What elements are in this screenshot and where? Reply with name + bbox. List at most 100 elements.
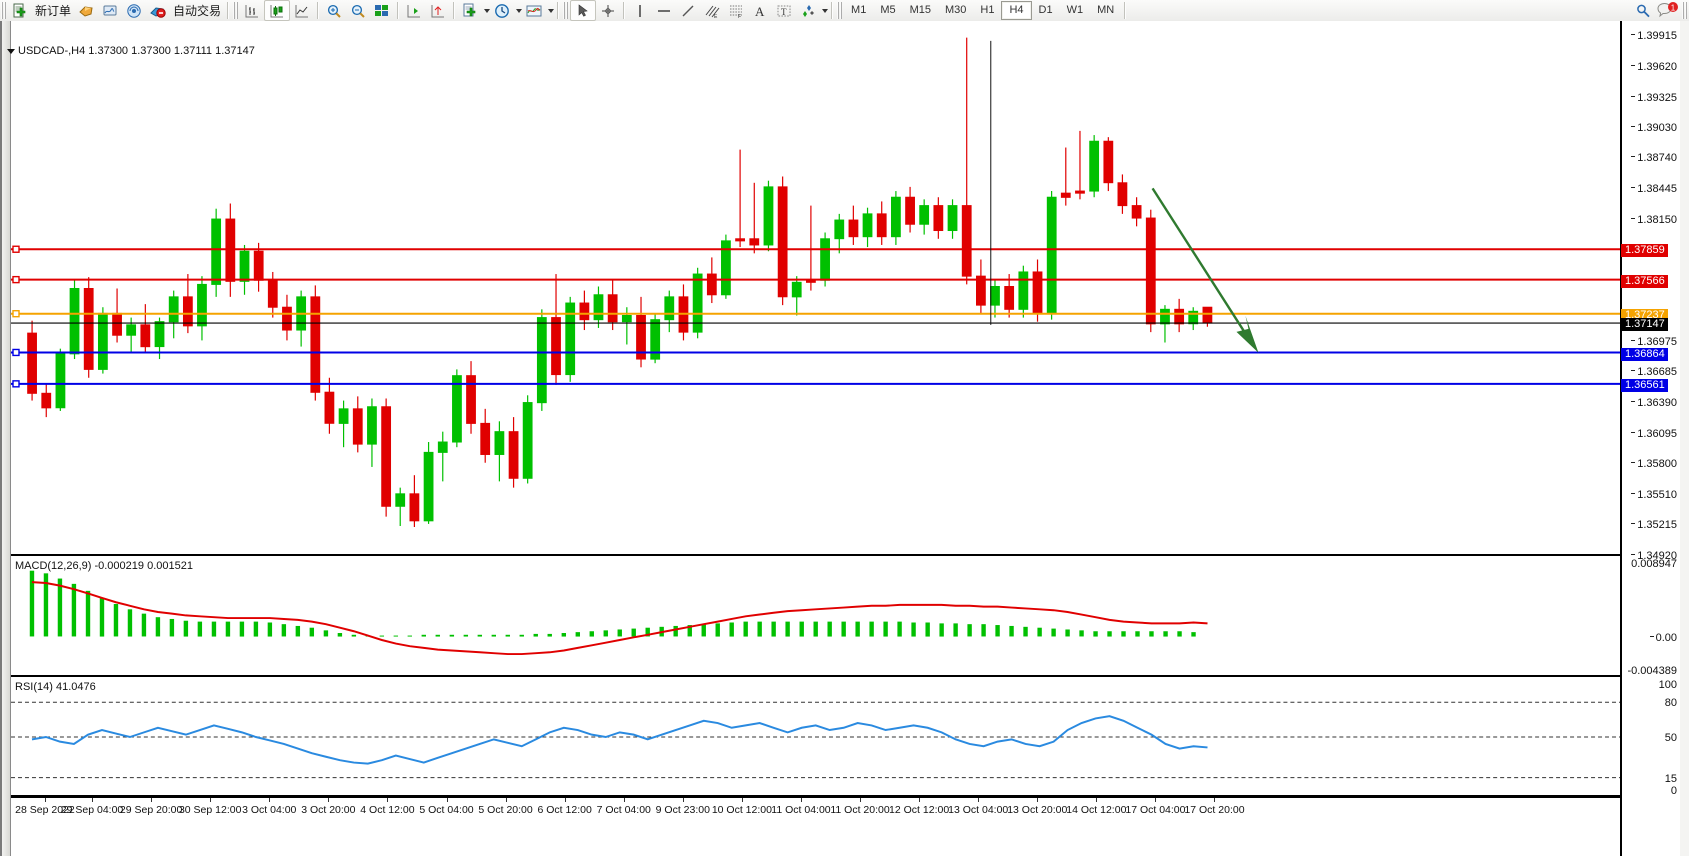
crosshair-icon[interactable] (596, 1, 620, 20)
macd-tick-max: 0.008947 (1631, 558, 1677, 570)
period-icon[interactable] (490, 1, 514, 20)
signals-icon[interactable] (122, 1, 146, 20)
line-chart-icon[interactable] (290, 1, 314, 20)
toolbar-separator-3 (397, 2, 400, 19)
new-order-icon[interactable] (8, 1, 32, 20)
price-tag-support-2[interactable]: 1.36561 (1621, 379, 1668, 393)
time-tick-label: 5 Oct 04:00 (419, 804, 474, 816)
time-tick-mark (623, 798, 625, 802)
chart-menu-triangle-icon[interactable] (7, 49, 15, 54)
time-tick-label: 11 Oct 04:00 (771, 804, 831, 816)
time-tick-mark (151, 798, 153, 802)
price-tick: 1.35215 (1631, 520, 1677, 531)
auto-trading-label[interactable]: 自动交易 (173, 4, 222, 18)
price-tick: 1.35510 (1631, 489, 1677, 500)
macd-pane[interactable]: MACD(12,26,9) -0.000219 0.001521 (11, 558, 1620, 677)
time-tick-label: 30 Sep 12:00 (178, 804, 242, 816)
timeframe-m30[interactable]: M30 (945, 4, 967, 16)
equidistant-channel-icon[interactable]: E (700, 1, 724, 20)
label-icon[interactable]: T (772, 1, 796, 20)
toolbar-grip[interactable] (1, 2, 6, 19)
price-tag-support-1[interactable]: 1.36864 (1621, 347, 1668, 361)
toolbar-grip-4[interactable] (837, 2, 843, 19)
chart-symbol-title: USDCAD-,H4 1.37300 1.37300 1.37111 1.371… (18, 45, 255, 57)
time-tick-label: 3 Oct 20:00 (301, 804, 356, 816)
price-tick: 1.39325 (1631, 92, 1677, 103)
timeframe-h1[interactable]: H1 (980, 4, 995, 16)
time-tick-mark (1096, 798, 1098, 802)
price-tag-resistance-1[interactable]: 1.37859 (1621, 244, 1668, 258)
rsi-tick-0: 0 (1670, 785, 1677, 797)
time-tick-label: 10 Oct 12:00 (711, 804, 772, 816)
template-icon[interactable] (458, 1, 482, 20)
time-tick-mark (682, 798, 684, 802)
zoom-out-icon[interactable] (346, 1, 370, 20)
rsi-line (31, 715, 1208, 765)
macd-signal-line (31, 581, 1208, 656)
indicators-chevron-down-icon[interactable] (548, 8, 555, 13)
time-tick-mark (800, 798, 802, 802)
cursor-icon[interactable] (570, 0, 597, 21)
macd-tick-zero: 0.00 (1649, 632, 1677, 643)
price-tick: 1.39620 (1631, 61, 1677, 72)
timeframe-mn[interactable]: MN (1097, 4, 1115, 16)
price-tick: 1.36975 (1631, 337, 1677, 348)
indicators-icon[interactable] (522, 1, 546, 20)
price-chart-svg (11, 37, 1620, 528)
shapes-icon[interactable] (796, 1, 820, 20)
horizontal-level-lines (11, 245, 1620, 388)
text-icon[interactable]: A (748, 1, 772, 20)
time-tick-label: 13 Oct 04:00 (948, 804, 1009, 816)
chart-window: USDCAD-,H4 1.37300 1.37300 1.37111 1.371… (0, 21, 1689, 857)
time-tick-mark (978, 798, 980, 802)
expert-advisor-icon[interactable] (74, 1, 98, 20)
time-axis[interactable]: 28 Sep 2022 29 Sep 04:00 29 Sep 20:00 30 Se… (11, 797, 1620, 857)
price-tag-resistance-2[interactable]: 1.37566 (1621, 274, 1668, 288)
candlestick-chart-icon[interactable] (264, 0, 291, 21)
price-tick: 1.39030 (1631, 123, 1677, 134)
period-chevron-down-icon[interactable] (516, 8, 523, 13)
time-tick-mark (92, 798, 94, 802)
vertical-line-icon[interactable] (628, 1, 652, 20)
search-icon[interactable] (1631, 1, 1655, 20)
terminal-icon[interactable] (98, 1, 122, 20)
price-axis[interactable]: 1.39915 1.39620 1.39325 1.39030 1.38740 1.384… (1620, 21, 1680, 856)
macd-title: MACD(12,26,9) -0.000219 0.001521 (15, 560, 193, 572)
horizontal-line-icon[interactable] (652, 1, 676, 20)
data-window-icon[interactable] (370, 1, 394, 20)
price-tick: 1.36685 (1631, 367, 1677, 378)
auto-scroll-icon[interactable] (426, 1, 450, 20)
toolbar-separator-5 (557, 2, 560, 19)
template-chevron-down-icon[interactable] (484, 8, 491, 13)
timeframe-m1[interactable]: M1 (851, 4, 867, 16)
timeframe-m5[interactable]: M5 (880, 4, 896, 16)
timeframe-w1[interactable]: W1 (1066, 4, 1084, 16)
toolbar-separator-4 (453, 2, 456, 19)
rsi-tick-100: 100 (1658, 679, 1677, 691)
price-pane[interactable] (11, 21, 1620, 556)
timeframe-m15[interactable]: M15 (909, 4, 931, 16)
time-tick-label: 3 Oct 04:00 (242, 804, 297, 816)
trendline-icon[interactable] (676, 1, 700, 20)
time-tick-label: 11 Oct 20:00 (830, 804, 890, 816)
vertical-scrollbar[interactable] (1679, 21, 1689, 856)
time-tick-label: 6 Oct 12:00 (537, 804, 592, 816)
bar-chart-icon[interactable] (240, 1, 264, 20)
timeframe-d1[interactable]: D1 (1038, 4, 1053, 16)
toolbar-grip-5[interactable] (1682, 2, 1687, 19)
price-tag-bid[interactable]: 1.37147 (1621, 318, 1668, 332)
rsi-tick-15: 15 (1664, 773, 1677, 786)
shapes-chevron-down-icon[interactable] (822, 8, 829, 13)
new-order-label[interactable]: 新订单 (35, 4, 72, 18)
chart-shift-icon[interactable] (402, 1, 426, 20)
timeframe-h4[interactable]: H4 (1001, 1, 1032, 20)
toolbar-grip-2[interactable] (233, 2, 239, 19)
toolbar-separator-2 (317, 2, 320, 19)
fibonacci-icon[interactable]: F (724, 1, 748, 20)
time-tick-mark (505, 798, 507, 802)
auto-trading-icon[interactable] (146, 1, 170, 20)
zoom-in-icon[interactable] (322, 1, 346, 20)
rsi-pane[interactable]: RSI(14) 41.0476 (11, 679, 1620, 797)
toolbar-grip-3[interactable] (563, 2, 569, 19)
notifications-icon[interactable]: 1 (1655, 1, 1681, 20)
